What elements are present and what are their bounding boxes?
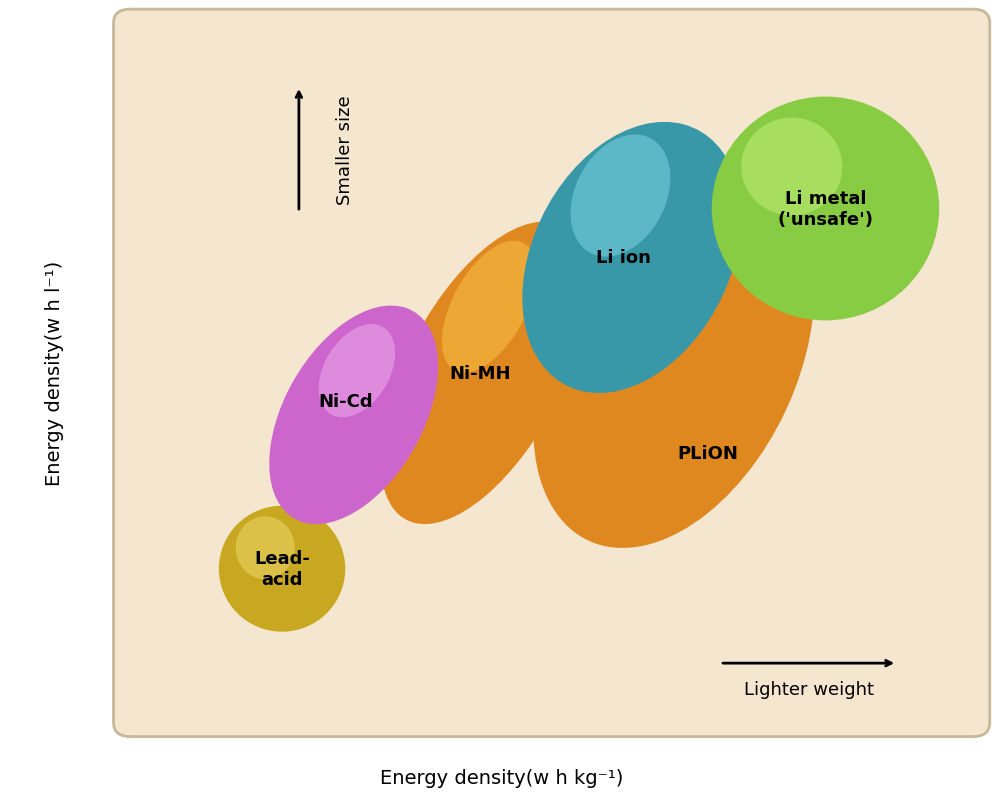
Ellipse shape xyxy=(711,97,938,321)
Ellipse shape xyxy=(380,222,587,524)
Ellipse shape xyxy=(533,170,814,548)
Ellipse shape xyxy=(218,506,345,632)
Ellipse shape xyxy=(235,516,295,580)
Text: Ni-MH: Ni-MH xyxy=(449,365,510,382)
Ellipse shape xyxy=(522,123,740,393)
Text: PLiON: PLiON xyxy=(676,445,737,463)
Ellipse shape xyxy=(442,242,536,373)
Text: Lighter weight: Lighter weight xyxy=(742,680,873,698)
Text: Li metal
('unsafe'): Li metal ('unsafe') xyxy=(777,190,873,229)
Text: Lead-
acid: Lead- acid xyxy=(254,549,310,589)
Ellipse shape xyxy=(570,136,669,257)
Ellipse shape xyxy=(740,118,842,216)
Text: Ni-Cd: Ni-Cd xyxy=(318,393,372,410)
Text: Energy density(w h l⁻¹): Energy density(w h l⁻¹) xyxy=(45,261,64,486)
Ellipse shape xyxy=(319,324,395,418)
Text: Energy density(w h kg⁻¹): Energy density(w h kg⁻¹) xyxy=(380,768,622,787)
Text: Smaller size: Smaller size xyxy=(336,95,354,205)
Text: Li ion: Li ion xyxy=(595,249,650,267)
Ellipse shape xyxy=(598,202,719,363)
Ellipse shape xyxy=(269,306,438,524)
FancyBboxPatch shape xyxy=(113,10,989,736)
